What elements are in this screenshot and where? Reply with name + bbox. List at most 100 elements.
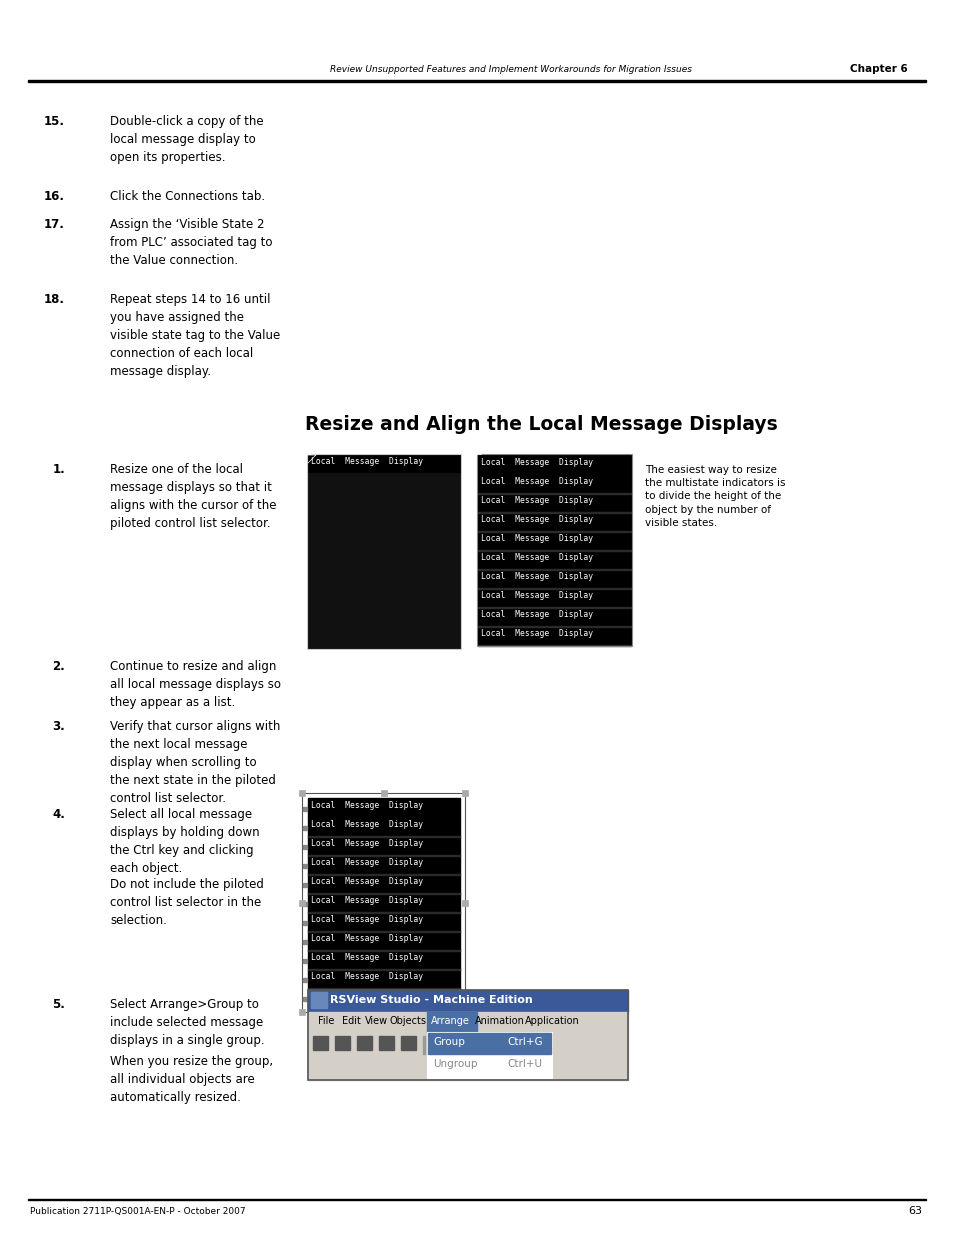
Bar (303, 920, 307, 925)
Text: When you resize the group,
all individual objects are
automatically resized.: When you resize the group, all individua… (110, 1055, 273, 1104)
Bar (477, 513, 630, 531)
Text: Local  Message  Display: Local Message Display (480, 477, 593, 487)
Bar (303, 958, 307, 962)
Text: Local  Message  Display: Local Message Display (311, 877, 423, 885)
Text: Local  Message  Display: Local Message Display (480, 572, 593, 580)
Bar (311, 1058, 330, 1076)
Bar (477, 454, 630, 474)
Text: Resize one of the local
message displays so that it
aligns with the cursor of th: Resize one of the local message displays… (110, 463, 276, 530)
Bar (461, 790, 468, 797)
Bar (303, 806, 307, 810)
Bar (422, 1036, 424, 1053)
Bar (427, 1011, 476, 1032)
Bar (308, 1032, 627, 1079)
Text: Local  Message  Display: Local Message Display (311, 839, 423, 848)
Bar (355, 1035, 374, 1053)
Text: 1.: 1. (52, 463, 65, 475)
Text: Local  Message  Display: Local Message Display (480, 496, 593, 505)
Bar (355, 1058, 374, 1076)
Bar (476, 454, 631, 646)
Text: Local  Message  Display: Local Message Display (480, 610, 593, 619)
Text: 5.: 5. (52, 998, 65, 1011)
Bar (378, 1036, 394, 1050)
Bar (313, 1036, 328, 1050)
Text: 2.: 2. (52, 659, 65, 673)
Text: RSView Studio - Machine Edition: RSView Studio - Machine Edition (330, 995, 532, 1005)
Text: 18.: 18. (44, 293, 65, 306)
Bar (477, 550, 630, 569)
Bar (308, 893, 459, 911)
Text: Local  Message  Display: Local Message Display (480, 534, 593, 543)
Bar (303, 997, 307, 1000)
Bar (303, 902, 307, 905)
Bar (376, 1035, 395, 1053)
Text: 63: 63 (907, 1207, 921, 1216)
Text: Local  Message  Display: Local Message Display (480, 458, 593, 467)
Bar (308, 874, 459, 893)
Text: Select Arrange>Group to
include selected message
displays in a single group.: Select Arrange>Group to include selected… (110, 998, 264, 1047)
Bar (302, 793, 464, 1011)
Bar (461, 899, 468, 905)
Bar (308, 990, 627, 1011)
Bar (298, 790, 305, 797)
Bar (308, 931, 459, 950)
Text: Group: Group (433, 1037, 464, 1047)
Text: Chapter 6: Chapter 6 (849, 64, 907, 74)
Bar (380, 1009, 387, 1015)
Bar (308, 836, 459, 855)
Text: Verify that cursor aligns with
the next local message
display when scrolling to
: Verify that cursor aligns with the next … (110, 720, 280, 805)
Bar (333, 1035, 352, 1053)
Text: Arrange: Arrange (431, 1016, 470, 1026)
Text: Review Unsupported Features and Implement Workarounds for Migration Issues: Review Unsupported Features and Implemen… (330, 65, 691, 74)
Bar (308, 950, 459, 969)
Text: Local  Message  Display: Local Message Display (311, 953, 423, 962)
Bar (398, 1035, 417, 1053)
Text: The easiest way to resize
the multistate indicators is
to divide the height of t: The easiest way to resize the multistate… (644, 466, 784, 527)
Bar (308, 1011, 627, 1032)
Text: Local  Message  Display: Local Message Display (311, 802, 423, 810)
Bar (308, 818, 459, 836)
Text: Resize and Align the Local Message Displays: Resize and Align the Local Message Displ… (305, 415, 777, 433)
Bar (477, 493, 630, 513)
Bar (303, 977, 307, 982)
Bar (380, 790, 387, 797)
Text: Application: Application (524, 1016, 579, 1026)
Text: Local  Message  Display: Local Message Display (311, 457, 423, 466)
Text: Local  Message  Display: Local Message Display (311, 820, 423, 829)
Text: Local  Message  Display: Local Message Display (311, 934, 423, 944)
Text: Local  Message  Display: Local Message Display (480, 592, 593, 600)
Text: File: File (317, 1016, 334, 1026)
Text: Local  Message  Display: Local Message Display (311, 915, 423, 924)
Bar (303, 825, 307, 830)
Text: View: View (365, 1016, 388, 1026)
Bar (477, 606, 630, 626)
Text: Do not include the piloted
control list selector in the
selection.: Do not include the piloted control list … (110, 878, 264, 927)
Bar (477, 626, 630, 645)
Text: Assign the ‘Visible State 2
from PLC’ associated tag to
the Value connection.: Assign the ‘Visible State 2 from PLC’ as… (110, 219, 273, 267)
Text: Animation: Animation (475, 1016, 524, 1026)
Bar (308, 911, 459, 931)
Text: Repeat steps 14 to 16 until
you have assigned the
visible state tag to the Value: Repeat steps 14 to 16 until you have ass… (110, 293, 280, 378)
Bar (303, 883, 307, 887)
Text: 3.: 3. (52, 720, 65, 734)
Text: Local  Message  Display: Local Message Display (480, 629, 593, 638)
Bar (28, 1198, 925, 1200)
Text: Local  Message  Display: Local Message Display (311, 858, 423, 867)
Bar (298, 1009, 305, 1015)
Bar (476, 450, 480, 454)
Text: 4.: 4. (52, 808, 65, 821)
Bar (303, 845, 307, 848)
Text: Local  Message  Display: Local Message Display (311, 990, 423, 1000)
Bar (477, 474, 630, 493)
Bar (307, 454, 460, 650)
Bar (298, 899, 305, 905)
Text: Objects: Objects (390, 1016, 427, 1026)
Bar (477, 588, 630, 606)
Bar (311, 1035, 330, 1053)
Text: Local  Message  Display: Local Message Display (480, 515, 593, 524)
Text: Ctrl+U: Ctrl+U (506, 1058, 541, 1070)
Bar (28, 80, 925, 82)
Bar (308, 969, 459, 988)
Bar (356, 1036, 372, 1050)
Text: Publication 2711P-QS001A-EN-P - October 2007: Publication 2711P-QS001A-EN-P - October … (30, 1207, 245, 1216)
